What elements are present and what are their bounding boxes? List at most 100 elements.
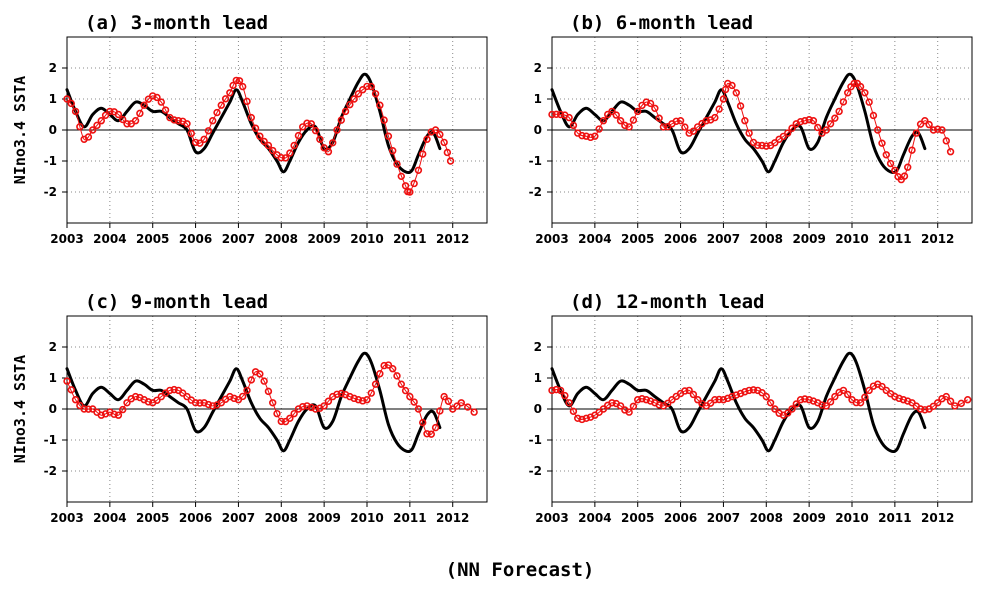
forecast-marker — [957, 399, 965, 408]
forecast-marker — [436, 407, 444, 415]
forecast-marker — [565, 113, 573, 122]
forecast-marker — [324, 397, 333, 405]
forecast-marker — [303, 402, 311, 410]
panel-title: (d) 12-month lead — [570, 291, 764, 313]
y-tick-label: 0 — [49, 123, 57, 137]
forecast-marker — [839, 386, 848, 395]
forecast-marker — [634, 396, 642, 404]
forecast-marker — [814, 123, 822, 132]
forecast-marker — [719, 95, 728, 103]
forecast-marker — [277, 154, 285, 162]
x-tick-label: 2003 — [535, 511, 568, 525]
forecast-marker — [655, 114, 663, 122]
forecast-marker — [71, 107, 80, 116]
forecast-marker — [912, 129, 920, 137]
forecast-marker — [269, 399, 277, 407]
panel-1: (a) 3-month lead 2003 2004 2005 2006 2007 2008… — [11, 12, 488, 246]
x-tick-label: 2008 — [265, 232, 298, 246]
forecast-marker — [294, 131, 303, 140]
forecast-marker — [406, 188, 414, 196]
forecast-marker — [629, 402, 638, 410]
forecast-marker — [464, 403, 472, 411]
forecast-marker — [715, 105, 723, 113]
forecast-marker — [170, 116, 178, 124]
y-tick-label: 2 — [534, 61, 542, 75]
forecast-marker — [350, 95, 358, 103]
forecast-marker — [97, 411, 105, 419]
forecast-marker — [719, 396, 728, 404]
forecast-marker — [384, 132, 393, 140]
forecast-marker — [226, 89, 234, 97]
forecast-marker — [311, 126, 320, 135]
forecast-marker — [376, 370, 384, 378]
observed-line — [65, 351, 442, 454]
forecast-marker — [269, 146, 277, 155]
y-tick-label: -2 — [529, 185, 542, 199]
forecast-marker — [736, 102, 745, 110]
forecast-marker — [281, 154, 290, 162]
x-tick-label: 2005 — [136, 511, 169, 525]
forecast-marker — [788, 405, 796, 413]
forecast-marker — [371, 90, 380, 98]
forecast-marker — [784, 129, 792, 137]
forecast-marker — [204, 400, 213, 409]
forecast-marker — [625, 123, 633, 131]
forecast-marker — [946, 397, 955, 405]
forecast-marker — [595, 125, 603, 133]
forecast-marker — [788, 124, 796, 132]
forecast-marker — [221, 95, 230, 103]
forecast-marker — [805, 116, 813, 124]
x-tick-label: 2005 — [621, 232, 654, 246]
x-tick-label: 2009 — [307, 511, 340, 525]
forecast-marker — [346, 100, 354, 109]
forecast-marker — [161, 106, 170, 114]
forecast-marker — [123, 399, 131, 407]
forecast-marker — [771, 139, 779, 147]
forecast-marker — [196, 399, 204, 407]
forecast-marker — [397, 380, 405, 388]
forecast-marker — [80, 405, 88, 413]
forecast-marker — [256, 132, 264, 140]
forecast-marker — [196, 139, 204, 147]
forecast-marker — [878, 139, 886, 147]
forecast-marker — [548, 386, 556, 395]
x-tick-label: 2003 — [535, 232, 568, 246]
y-tick-label: -2 — [44, 464, 57, 478]
forecast-marker — [852, 398, 860, 407]
forecast-marker — [67, 99, 75, 108]
forecast-marker — [792, 400, 800, 408]
forecast-marker — [333, 390, 341, 398]
forecast-marker — [123, 120, 131, 128]
forecast-marker — [354, 396, 363, 404]
forecast-marker — [711, 113, 719, 122]
forecast-marker — [929, 126, 938, 134]
forecast-marker — [822, 126, 830, 134]
forecast-marker — [642, 98, 650, 106]
forecast-marker — [642, 396, 650, 404]
x-tick-label: 2011 — [393, 511, 426, 525]
forecast-marker — [217, 101, 225, 109]
forecast-marker — [76, 123, 84, 131]
forecast-marker — [552, 110, 560, 119]
forecast-marker — [771, 405, 779, 413]
x-tick-label: 2011 — [393, 232, 426, 246]
forecast-marker — [440, 138, 448, 147]
forecast-marker — [239, 392, 247, 401]
x-tick-label: 2010 — [835, 511, 868, 525]
forecast-marker — [144, 398, 153, 406]
forecast-marker — [350, 394, 358, 403]
forecast-marker — [290, 409, 298, 418]
forecast-marker — [179, 389, 187, 397]
forecast-marker — [908, 146, 916, 154]
forecast-marker — [446, 157, 455, 165]
forecast-marker — [655, 401, 663, 409]
x-tick-label: 2004 — [93, 232, 126, 246]
forecast-marker — [681, 123, 689, 131]
forecast-marker — [934, 399, 942, 407]
forecast-marker — [582, 132, 590, 140]
forecast-marker — [114, 411, 123, 419]
forecast-marker — [367, 82, 375, 91]
forecast-marker — [251, 124, 260, 132]
forecast-marker — [363, 396, 371, 404]
